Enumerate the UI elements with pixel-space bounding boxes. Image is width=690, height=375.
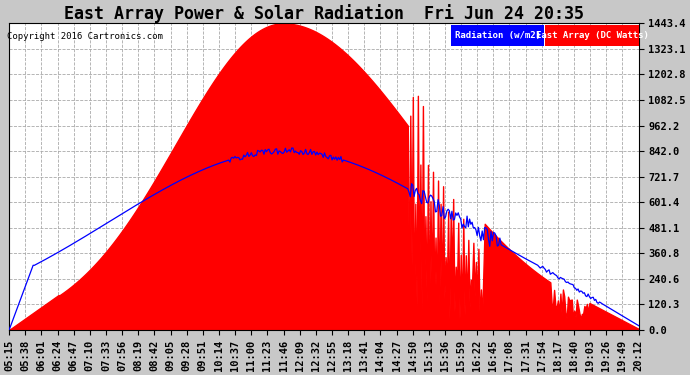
Text: East Array (DC Watts): East Array (DC Watts) xyxy=(535,31,649,40)
Text: Copyright 2016 Cartronics.com: Copyright 2016 Cartronics.com xyxy=(7,32,163,41)
Title: East Array Power & Solar Radiation  Fri Jun 24 20:35: East Array Power & Solar Radiation Fri J… xyxy=(64,4,584,23)
Text: Radiation (w/m2): Radiation (w/m2) xyxy=(455,31,540,40)
